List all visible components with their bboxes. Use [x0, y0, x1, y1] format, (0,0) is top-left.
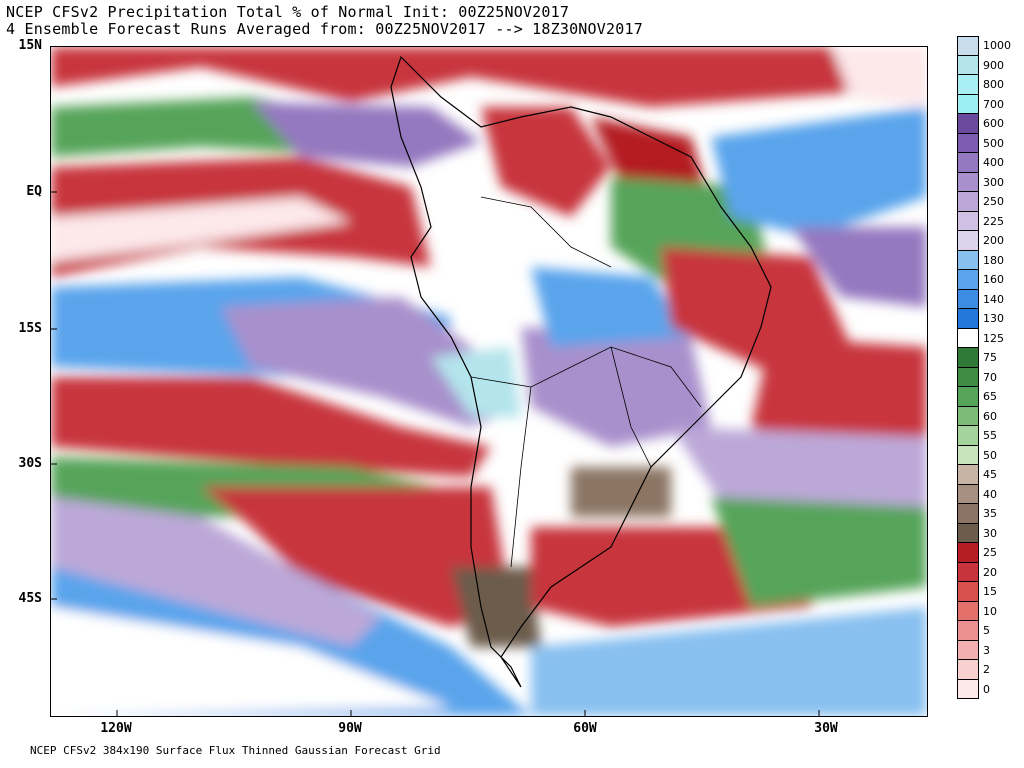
colorbar-swatch: [957, 504, 979, 524]
colorbar-swatch: [957, 367, 979, 387]
colorbar-label: 30: [983, 526, 997, 540]
colorbar-label: 0: [983, 682, 990, 696]
colorbar-label: 45: [983, 468, 997, 481]
colorbar-label: 75: [983, 351, 997, 364]
colorbar-swatch: [957, 309, 979, 329]
colorbar-label: 800: [983, 78, 1004, 91]
colorbar-swatch: [957, 192, 979, 212]
colorbar-label: 160: [983, 273, 1004, 286]
colorbar-swatch: [957, 426, 979, 446]
colorbar-label: 200: [983, 234, 1004, 247]
colorbar-label: 130: [983, 312, 1004, 325]
colorbar-label: 5: [983, 624, 990, 637]
colorbar-swatch: [957, 172, 979, 192]
colorbar-swatch: [957, 562, 979, 582]
colorbar-swatch: [957, 445, 979, 465]
colorbar-swatch: [957, 406, 979, 426]
colorbar-label: 70: [983, 370, 997, 384]
colorbar-swatch: [957, 601, 979, 621]
lat-label-30s: 30S: [18, 456, 42, 471]
colorbar-label: 50: [983, 448, 997, 462]
colorbar-label: 300: [983, 175, 1004, 189]
colorbar-label: 1000: [983, 39, 1011, 52]
colorbar-label: 25: [983, 546, 997, 559]
colorbar-swatch: [957, 679, 979, 699]
colorbar-swatch: [957, 465, 979, 485]
precipitation-map: [51, 47, 927, 716]
colorbar-label: 180: [983, 253, 1004, 267]
colorbar-label: 65: [983, 390, 997, 403]
colorbar-label: 500: [983, 136, 1004, 150]
colorbar-label: 250: [983, 195, 1004, 208]
continent-outline: [390, 55, 772, 688]
colorbar-swatch: [957, 621, 979, 641]
colorbar-label: 700: [983, 97, 1004, 111]
colorbar: [957, 36, 979, 699]
map-subtitle: 4 Ensemble Forecast Runs Averaged from: …: [6, 20, 643, 38]
colorbar-label: 600: [983, 117, 1004, 130]
colorbar-swatch: [957, 328, 979, 348]
colorbar-label: 225: [983, 214, 1004, 228]
colorbar-label: 125: [983, 331, 1004, 345]
colorbar-swatch: [957, 484, 979, 504]
colorbar-swatch: [957, 75, 979, 95]
lon-label-90w: 90W: [338, 721, 362, 736]
colorbar-label: 2: [983, 663, 990, 676]
colorbar-swatch: [957, 133, 979, 153]
colorbar-swatch: [957, 231, 979, 251]
colorbar-label: 10: [983, 604, 997, 618]
colorbar-swatch: [957, 640, 979, 660]
colorbar-swatch: [957, 114, 979, 134]
colorbar-label: 60: [983, 409, 997, 423]
lat-label-15s: 15S: [18, 321, 42, 336]
colorbar-swatch: [957, 250, 979, 270]
colorbar-swatch: [957, 153, 979, 173]
footer-note: NCEP CFSv2 384x190 Surface Flux Thinned …: [30, 744, 441, 757]
colorbar-label: 900: [983, 58, 1004, 72]
map-title: NCEP CFSv2 Precipitation Total % of Norm…: [6, 3, 570, 21]
colorbar-label: 400: [983, 156, 1004, 169]
colorbar-swatch: [957, 582, 979, 602]
colorbar-swatch: [957, 387, 979, 407]
colorbar-label: 40: [983, 487, 997, 501]
colorbar-label: 20: [983, 565, 997, 579]
colorbar-swatch: [957, 270, 979, 290]
lat-label-45s: 45S: [18, 591, 42, 606]
colorbar-label: 15: [983, 585, 997, 598]
colorbar-label: 35: [983, 507, 997, 520]
colorbar-swatch: [957, 348, 979, 368]
colorbar-swatch: [957, 55, 979, 75]
colorbar-swatch: [957, 211, 979, 231]
colorbar-swatch: [957, 289, 979, 309]
lat-label-15n: 15N: [18, 38, 42, 53]
map-panel: [50, 46, 928, 717]
colorbar-label: 3: [983, 643, 990, 657]
lon-label-120w: 120W: [100, 721, 132, 736]
colorbar-swatch: [957, 660, 979, 680]
colorbar-swatch: [957, 523, 979, 543]
colorbar-swatch: [957, 36, 979, 56]
colorbar-swatch: [957, 543, 979, 563]
colorbar-label: 140: [983, 292, 1004, 306]
colorbar-swatch: [957, 94, 979, 114]
lat-label-eq: EQ: [26, 184, 42, 199]
lon-label-60w: 60W: [573, 721, 597, 736]
lon-label-30w: 30W: [814, 721, 838, 736]
colorbar-label: 55: [983, 429, 997, 442]
